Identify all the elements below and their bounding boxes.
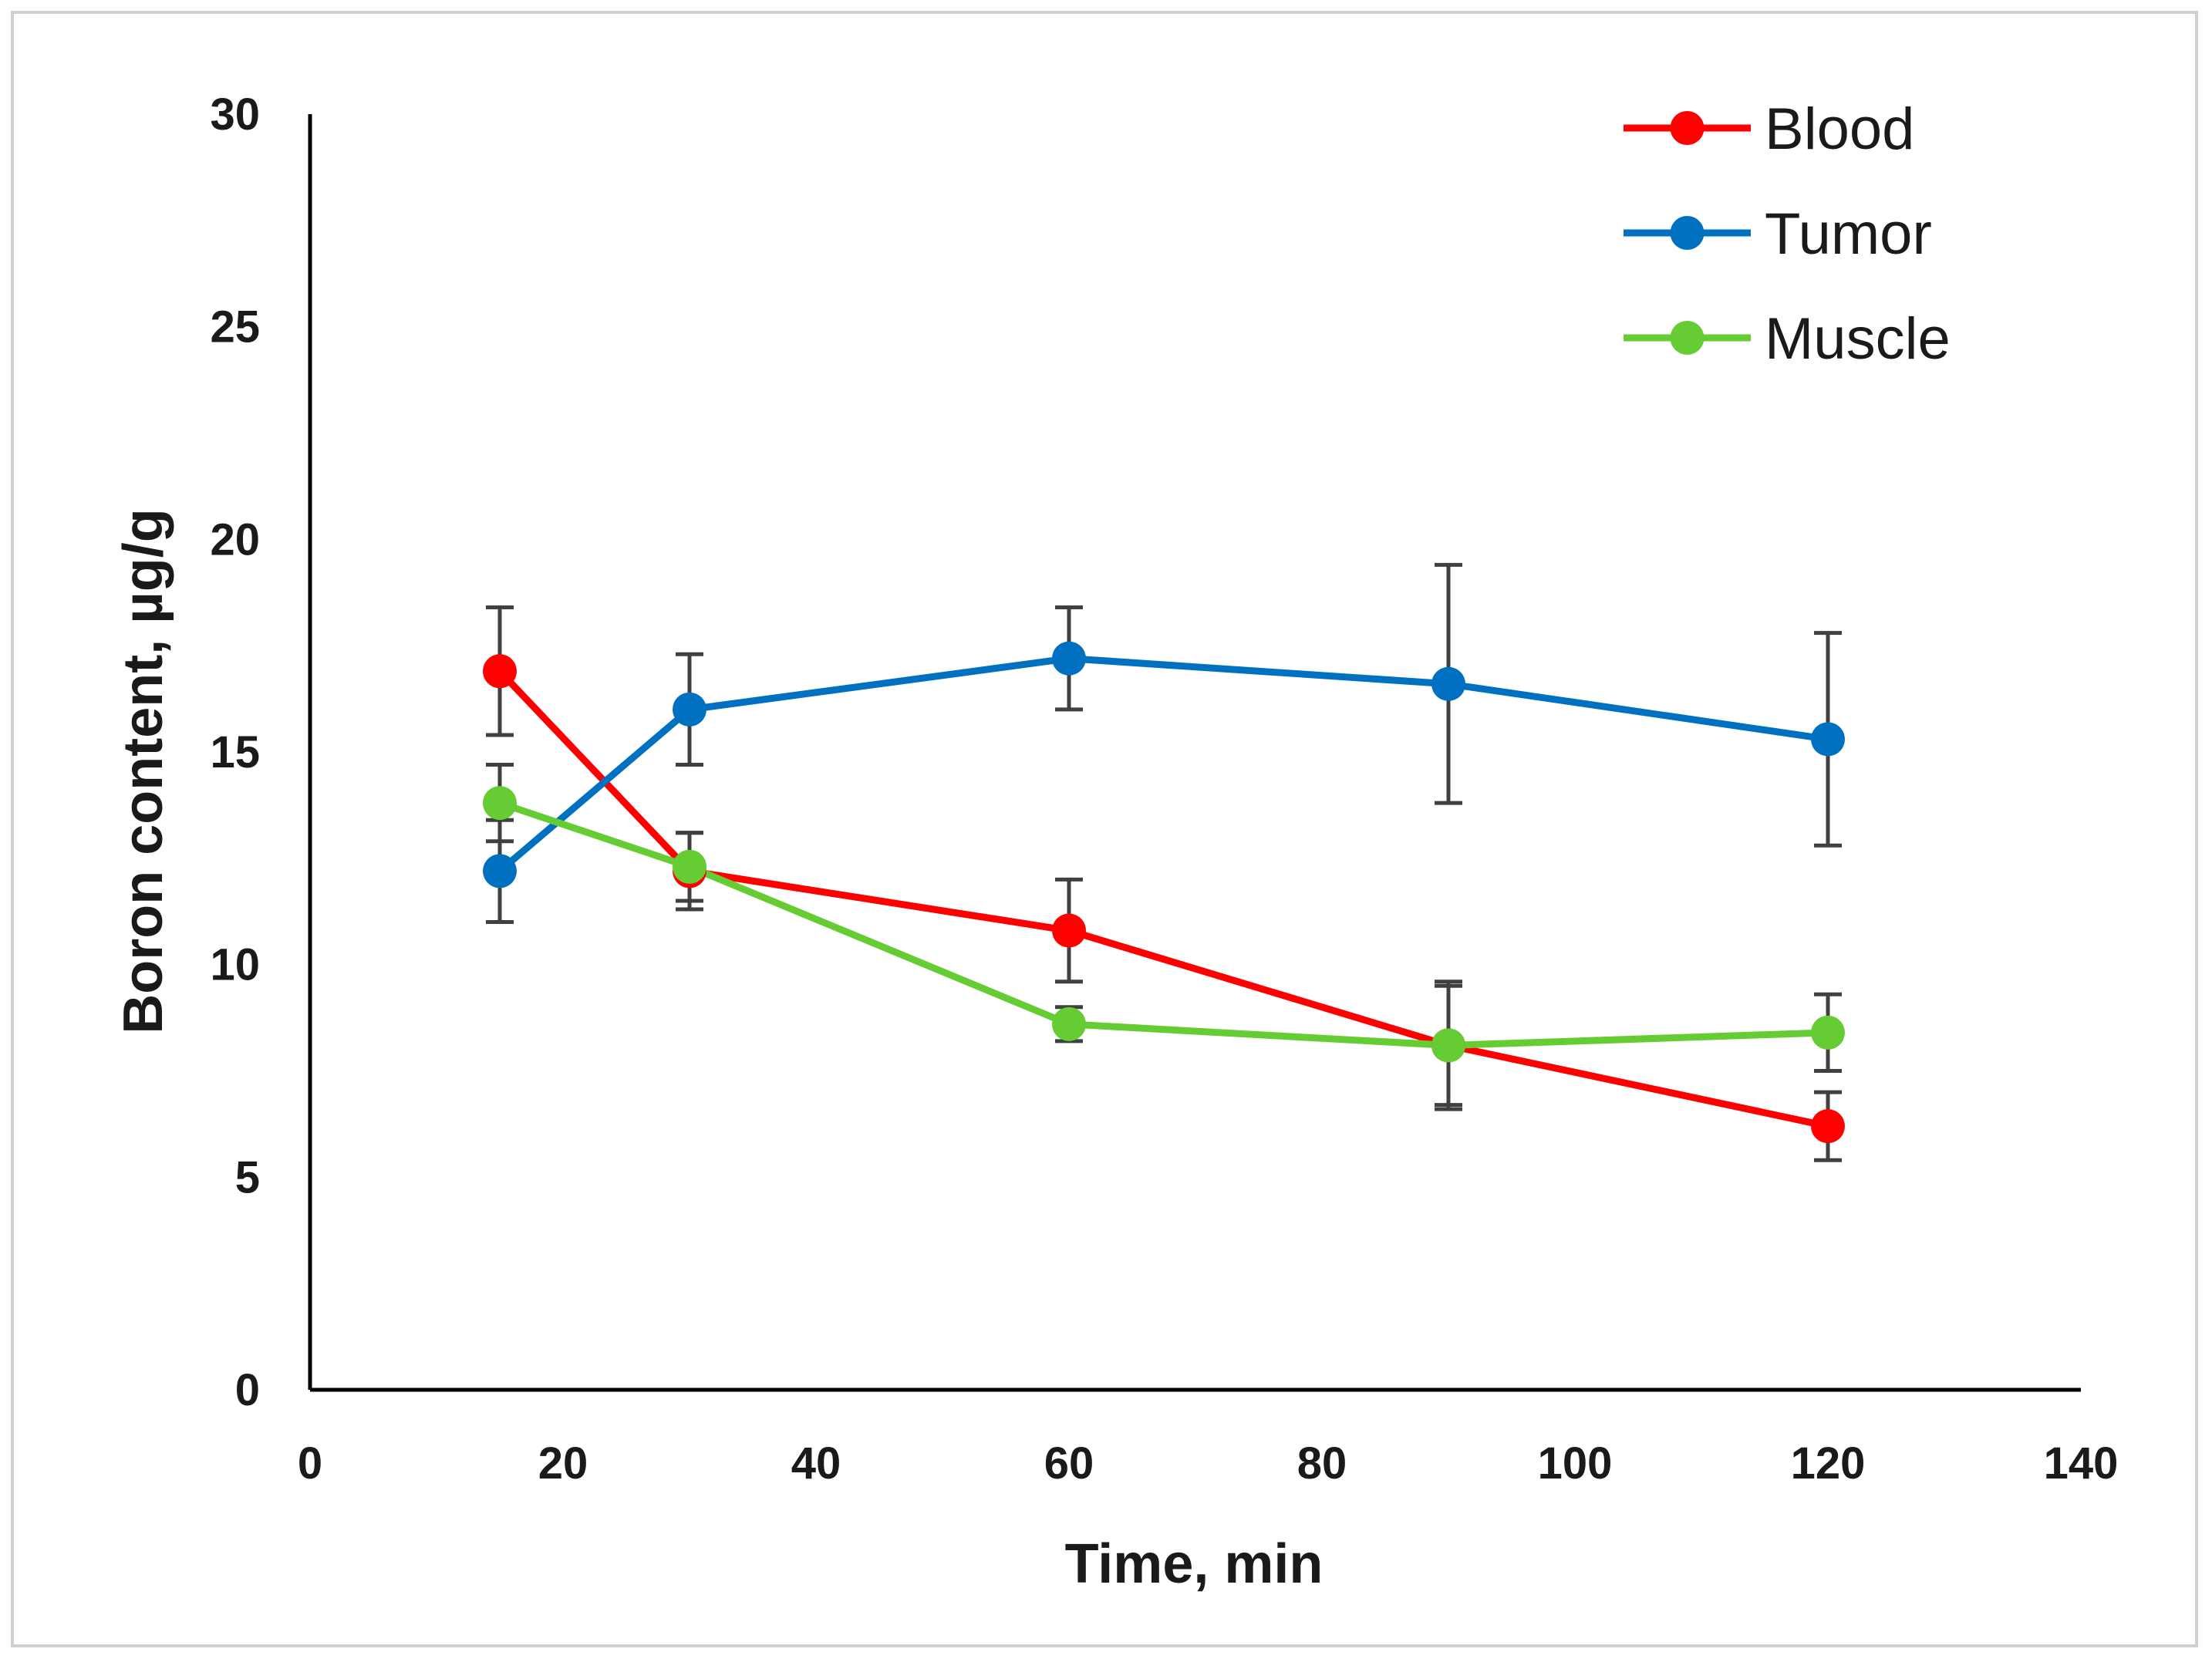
muscle-data-point xyxy=(1431,1028,1465,1063)
series-lines xyxy=(497,655,1829,1130)
x-axis-title: Time, min xyxy=(1065,1533,1323,1595)
y-tick-label: 10 xyxy=(210,940,260,990)
tumor-data-point xyxy=(673,692,706,727)
y-axis-ticks: 0 5 10 15 20 25 30 xyxy=(210,89,260,1415)
y-tick-label: 5 xyxy=(235,1152,260,1202)
x-tick-label: 120 xyxy=(1791,1438,1866,1489)
chart-frame xyxy=(11,11,2198,1647)
y-tick-label: 30 xyxy=(210,89,260,140)
blood-data-point xyxy=(1811,1109,1845,1144)
x-tick-label: 0 xyxy=(298,1438,322,1489)
legend-tumor-label: Tumor xyxy=(1765,201,1932,267)
x-tick-label: 140 xyxy=(2044,1438,2119,1489)
legend-blood-label: Blood xyxy=(1765,96,1914,162)
blood-data-point xyxy=(483,654,517,689)
legend-blood-marker xyxy=(1670,111,1705,145)
x-tick-label: 40 xyxy=(791,1438,841,1489)
y-tick-label: 25 xyxy=(210,302,260,352)
x-tick-label: 60 xyxy=(1044,1438,1094,1489)
y-tick-label: 15 xyxy=(210,727,260,777)
blood-series-line xyxy=(497,669,1829,1130)
y-tick-label: 0 xyxy=(235,1365,260,1415)
muscle-data-point xyxy=(483,786,517,821)
tumor-data-point xyxy=(483,854,517,888)
y-axis-title: Boron content, µg/g xyxy=(113,508,174,1033)
muscle-data-point xyxy=(1052,1006,1086,1041)
legend: Blood Tumor Muscle xyxy=(1624,96,1951,372)
tumor-data-point xyxy=(1431,666,1465,701)
muscle-data-point xyxy=(1811,1015,1845,1050)
x-tick-label: 80 xyxy=(1297,1438,1347,1489)
blood-data-point xyxy=(1052,913,1086,948)
axes xyxy=(308,114,2081,1392)
series-markers xyxy=(483,641,1845,1144)
tumor-data-point xyxy=(1811,722,1845,757)
legend-muscle-label: Muscle xyxy=(1765,306,1951,372)
legend-tumor-marker xyxy=(1670,216,1705,250)
tumor-data-point xyxy=(1052,641,1086,676)
x-axis-ticks: 0 20 40 60 80 100 120 140 xyxy=(298,1438,2119,1489)
y-tick-label: 20 xyxy=(210,514,260,565)
muscle-series-line xyxy=(498,799,1829,1049)
x-tick-label: 100 xyxy=(1538,1438,1613,1489)
muscle-data-point xyxy=(673,849,706,884)
x-tick-label: 20 xyxy=(538,1438,588,1489)
legend-muscle-marker xyxy=(1670,321,1705,355)
